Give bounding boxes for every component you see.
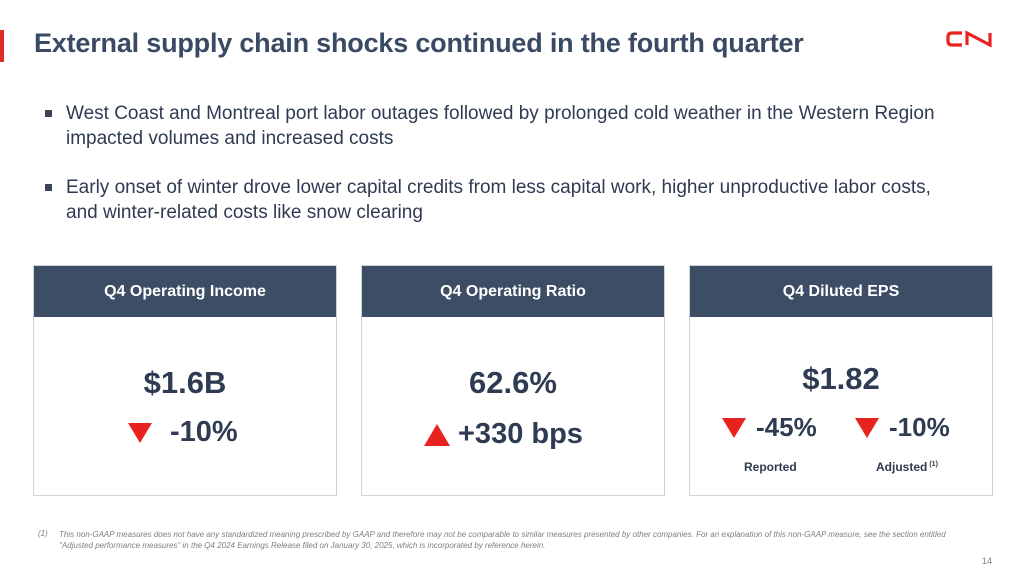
footnote-ref: (1) — [929, 461, 938, 468]
bullet-item: West Coast and Montreal port labor outag… — [44, 101, 944, 151]
kpi-value: 62.6% — [469, 365, 557, 400]
kpi-value: $1.82 — [802, 361, 880, 396]
red-down-triangle-icon — [855, 417, 879, 438]
adjusted-label-text: Adjusted — [876, 460, 928, 474]
kpi-change-value: -10% — [889, 412, 950, 442]
bullet-list: West Coast and Montreal port labor outag… — [44, 101, 944, 249]
cn-logo — [946, 30, 992, 48]
bullet-marker-icon — [45, 110, 52, 117]
kpi-change-value: -10% — [170, 416, 238, 448]
footnote-text: This non-GAAP measures does not have any… — [59, 530, 946, 550]
card-header: Q4 Diluted EPS — [690, 266, 992, 317]
kpi-change: -10% — [128, 416, 238, 449]
bullet-marker-icon — [45, 184, 52, 191]
kpi-change-adjusted: -10% — [855, 412, 950, 443]
kpi-change-reported: -45% — [722, 412, 817, 443]
reported-label: Reported — [744, 460, 797, 474]
kpi-change-value: -45% — [756, 412, 817, 442]
red-down-triangle-icon — [128, 422, 152, 443]
kpi-card-operating-income: Q4 Operating Income $1.6B -10% — [33, 265, 337, 496]
kpi-card-operating-ratio: Q4 Operating Ratio 62.6% +330 bps — [361, 265, 665, 496]
slide-title: External supply chain shocks continued i… — [34, 28, 804, 58]
bullet-text: Early onset of winter drove lower capita… — [66, 177, 931, 223]
red-down-triangle-icon — [722, 417, 746, 438]
bullet-text: West Coast and Montreal port labor outag… — [66, 103, 935, 149]
card-header: Q4 Operating Ratio — [362, 266, 664, 317]
kpi-change: +330 bps — [424, 418, 583, 451]
footnote-marker: (1) — [38, 529, 48, 538]
page-number: 14 — [982, 556, 993, 566]
red-up-triangle-icon — [424, 423, 450, 446]
adjusted-label: Adjusted (1) — [876, 460, 938, 474]
kpi-change-value: +330 bps — [458, 418, 583, 450]
title-accent-bar — [0, 30, 4, 62]
kpi-card-diluted-eps: Q4 Diluted EPS $1.82 -45% Reported -10% … — [689, 265, 993, 496]
kpi-value: $1.6B — [143, 365, 227, 400]
bullet-item: Early onset of winter drove lower capita… — [44, 175, 944, 225]
card-header: Q4 Operating Income — [34, 266, 336, 317]
